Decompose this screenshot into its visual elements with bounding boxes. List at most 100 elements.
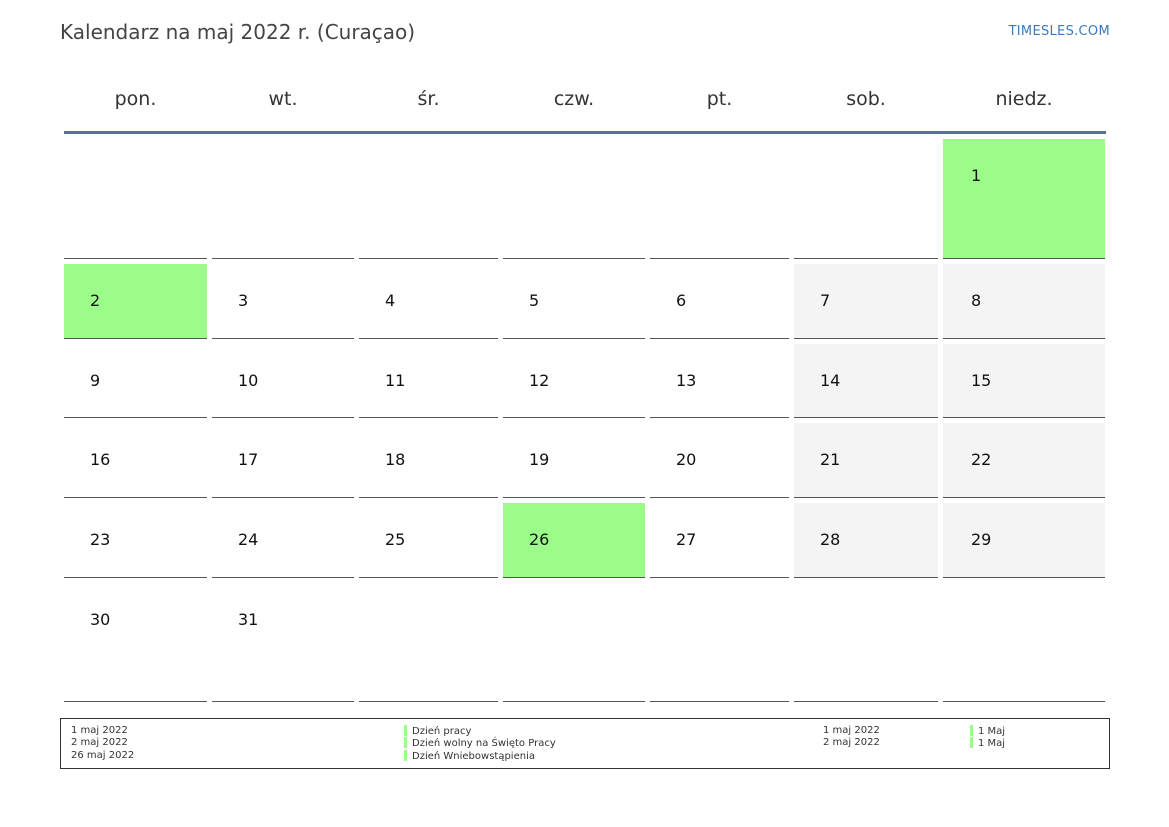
holiday-legend: 1 maj 2022 2 maj 2022 26 maj 2022 Dzień … <box>60 718 1110 769</box>
day-number: 26 <box>529 530 550 549</box>
day-number: 7 <box>820 291 831 310</box>
day-number: 18 <box>385 450 406 469</box>
legend-date: 1 maj 2022 <box>71 725 128 736</box>
calendar-day: 13 <box>650 344 789 418</box>
day-number: 28 <box>820 530 841 549</box>
calendar-day: 22 <box>943 423 1105 498</box>
holiday-marker <box>970 737 973 748</box>
weekday-label: wt. <box>268 88 298 110</box>
calendar-day: 15 <box>943 344 1105 418</box>
calendar-day: 19 <box>503 423 645 498</box>
day-number: 15 <box>971 371 992 390</box>
day-number: 13 <box>676 371 697 390</box>
day-number: 25 <box>385 530 406 549</box>
day-number: 5 <box>529 291 540 310</box>
calendar-day: 23 <box>64 503 207 578</box>
day-number: 14 <box>820 371 841 390</box>
legend-date: 2 maj 2022 <box>71 737 128 748</box>
weekday-label: sob. <box>846 88 886 110</box>
weekday-label: pt. <box>706 88 733 110</box>
legend-holiday: Dzień Wniebowstąpienia <box>404 750 535 763</box>
calendar-empty-cell <box>794 583 938 702</box>
calendar-day: 24 <box>212 503 354 578</box>
calendar-empty-cell <box>359 139 498 259</box>
header-divider <box>64 131 1106 134</box>
day-number: 1 <box>971 166 982 185</box>
calendar-day: 9 <box>64 344 207 418</box>
calendar-day: 18 <box>359 423 498 498</box>
day-number: 31 <box>238 610 259 629</box>
calendar-empty-cell <box>503 583 645 702</box>
day-number: 20 <box>676 450 697 469</box>
day-number: 22 <box>971 450 992 469</box>
calendar-day-holiday: 26 <box>503 503 645 578</box>
calendar-day: 14 <box>794 344 938 418</box>
calendar-day: 7 <box>794 264 938 339</box>
holiday-marker <box>970 725 973 736</box>
day-number: 29 <box>971 530 992 549</box>
day-number: 16 <box>90 450 111 469</box>
calendar-empty-cell <box>794 139 938 259</box>
calendar-day: 31 <box>212 583 354 702</box>
calendar-day: 25 <box>359 503 498 578</box>
calendar-day: 5 <box>503 264 645 339</box>
legend-holiday-name: 1 Maj <box>978 726 1006 737</box>
calendar-empty-cell <box>503 139 645 259</box>
legend-holiday-name: 1 Maj <box>978 738 1006 749</box>
calendar-day: 3 <box>212 264 354 339</box>
calendar-day-holiday: 2 <box>64 264 207 339</box>
day-number: 6 <box>676 291 687 310</box>
page-title: Kalendarz na maj 2022 r. (Curaçao) <box>60 20 416 44</box>
day-number: 10 <box>238 371 259 390</box>
day-number: 21 <box>820 450 841 469</box>
day-number: 24 <box>238 530 259 549</box>
day-number: 9 <box>90 371 101 390</box>
holiday-marker <box>404 737 407 748</box>
holiday-marker <box>404 750 407 761</box>
legend-holiday-name: Dzień Wniebowstąpienia <box>412 751 535 762</box>
calendar-empty-cell <box>943 583 1105 702</box>
calendar-empty-cell <box>650 139 789 259</box>
calendar-day-holiday: 1 <box>943 139 1105 259</box>
weekday-label: pon. <box>114 88 157 110</box>
calendar-empty-cell <box>64 139 207 259</box>
calendar-empty-cell <box>359 583 498 702</box>
calendar-day: 30 <box>64 583 207 702</box>
legend-date: 1 maj 2022 <box>823 725 880 736</box>
holiday-marker <box>404 725 407 736</box>
calendar-day: 29 <box>943 503 1105 578</box>
weekday-label: śr. <box>417 88 440 110</box>
weekday-label: czw. <box>553 88 595 110</box>
day-number: 17 <box>238 450 259 469</box>
day-number: 12 <box>529 371 550 390</box>
calendar-day: 21 <box>794 423 938 498</box>
legend-holiday-name: Dzień pracy <box>412 726 472 737</box>
legend-holiday: Dzień wolny na Święto Pracy <box>404 737 556 750</box>
calendar-day: 20 <box>650 423 789 498</box>
calendar-day: 27 <box>650 503 789 578</box>
calendar-day: 11 <box>359 344 498 418</box>
calendar-day: 8 <box>943 264 1105 339</box>
day-number: 8 <box>971 291 982 310</box>
brand-link[interactable]: TIMESLES.COM <box>1008 24 1110 39</box>
legend-holiday-name: Dzień wolny na Święto Pracy <box>412 738 556 749</box>
legend-date: 26 maj 2022 <box>71 750 135 761</box>
calendar-day: 4 <box>359 264 498 339</box>
calendar-day: 16 <box>64 423 207 498</box>
day-number: 3 <box>238 291 249 310</box>
calendar-day: 6 <box>650 264 789 339</box>
legend-holiday: 1 Maj <box>970 737 1005 750</box>
legend-holiday: Dzień pracy <box>404 725 471 738</box>
calendar-day: 17 <box>212 423 354 498</box>
day-number: 4 <box>385 291 396 310</box>
day-number: 23 <box>90 530 111 549</box>
calendar-day: 28 <box>794 503 938 578</box>
day-number: 19 <box>529 450 550 469</box>
legend-date: 2 maj 2022 <box>823 737 880 748</box>
calendar-day: 10 <box>212 344 354 418</box>
calendar-empty-cell <box>650 583 789 702</box>
legend-holiday: 1 Maj <box>970 725 1005 738</box>
calendar-empty-cell <box>212 139 354 259</box>
day-number: 27 <box>676 530 697 549</box>
day-number: 11 <box>385 371 406 390</box>
